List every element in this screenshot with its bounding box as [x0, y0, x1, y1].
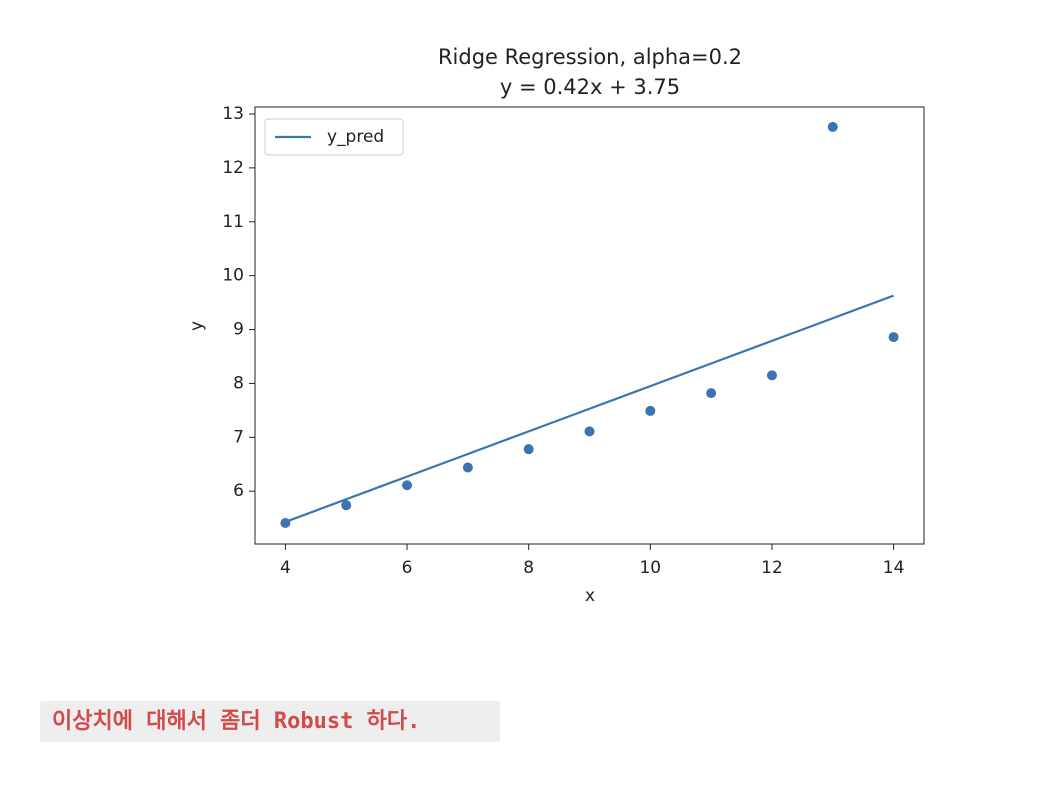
chart-subtitle: y = 0.42x + 3.75: [500, 75, 680, 99]
y-tick-label: 6: [233, 481, 244, 501]
x-tick-label: 8: [523, 558, 534, 578]
y-tick-label: 13: [222, 104, 244, 124]
data-point: [766, 370, 777, 381]
data-point: [280, 517, 291, 528]
data-point: [827, 121, 838, 132]
data-point: [523, 444, 534, 455]
x-tick-label: 12: [761, 558, 783, 578]
x-tick-label: 4: [280, 558, 291, 578]
data-point: [341, 500, 352, 511]
regression-line: [285, 294, 894, 523]
chart-title: Ridge Regression, alpha=0.2: [438, 45, 742, 69]
caption: 이상치에 대해서 좀더 Robust 하다.: [52, 709, 420, 734]
data-point: [888, 332, 899, 343]
data-point: [584, 426, 595, 437]
y-axis-label: y: [187, 321, 207, 331]
caption-background: [40, 701, 500, 742]
x-axis-label: x: [585, 586, 595, 606]
plot-frame: [254, 106, 925, 545]
y-tick-label: 7: [233, 427, 244, 447]
y-tick-label: 10: [222, 266, 244, 286]
data-point: [462, 462, 473, 473]
x-tick-label: 6: [402, 558, 413, 578]
x-tick-label: 10: [639, 558, 661, 578]
data-point: [402, 480, 413, 491]
legend-label: y_pred: [327, 127, 384, 147]
data-point: [645, 405, 656, 416]
data-point: [706, 388, 717, 399]
x-tick-label: 14: [883, 558, 905, 578]
y-tick-label: 12: [222, 158, 244, 178]
y-tick-label: 8: [233, 373, 244, 393]
y-tick-label: 11: [222, 212, 244, 232]
y-tick-label: 9: [233, 320, 244, 340]
legend-box: [264, 118, 404, 156]
